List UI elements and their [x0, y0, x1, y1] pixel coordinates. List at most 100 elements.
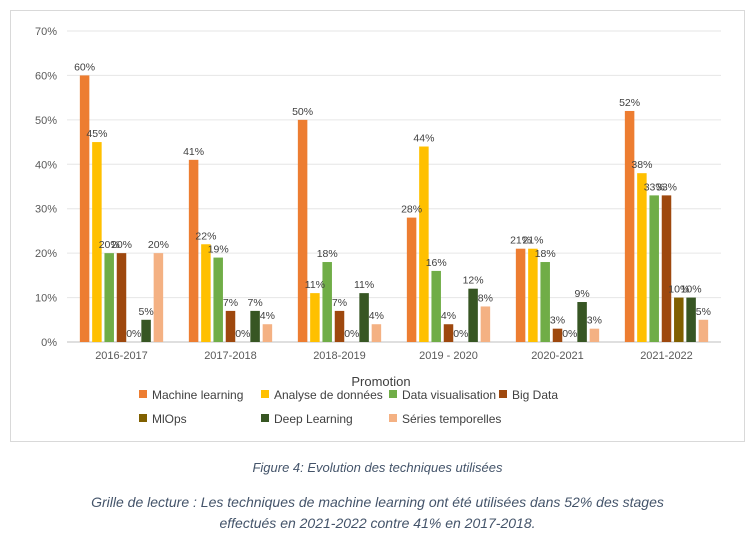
data-label: 0%: [126, 328, 141, 340]
data-label: 44%: [413, 133, 434, 145]
data-label: 21%: [522, 235, 543, 247]
data-label: 45%: [86, 128, 107, 140]
legend-swatch: [389, 390, 397, 398]
legend-swatch: [139, 390, 147, 398]
data-label: 33%: [644, 181, 665, 193]
bar: [371, 324, 382, 342]
bar: [552, 328, 563, 342]
data-label: 4%: [260, 310, 275, 322]
grid-lines: [67, 30, 721, 343]
legend-swatch: [389, 414, 397, 422]
reading-guide-line-2: effectués en 2021-2022 contre 41% en 201…: [219, 515, 536, 531]
data-label: 0%: [344, 328, 359, 340]
legend-label: Machine learning: [152, 388, 243, 402]
x-tick-label: 2020-2021: [531, 350, 584, 362]
data-label: 16%: [426, 257, 447, 269]
x-tick-label: 2016-2017: [95, 350, 148, 362]
data-label: 20%: [111, 239, 132, 251]
data-label: 52%: [619, 97, 640, 109]
bar: [116, 253, 127, 342]
axes: 0% 10% 20% 30% 40% 50% 60% 70% 2016-2017 2017-201…: [35, 26, 693, 362]
data-label: 3%: [587, 315, 602, 327]
bar: [419, 146, 429, 342]
data-labels: 60%45%20%20%0%5%20%41%22%19%7%0%7%4%50%1…: [74, 61, 711, 340]
data-label: 7%: [332, 297, 347, 309]
data-label: 5%: [696, 306, 711, 318]
bar: [225, 310, 236, 342]
bar: [649, 195, 659, 342]
bar: [468, 288, 478, 342]
data-label: 50%: [292, 106, 313, 118]
data-label: 3%: [550, 315, 565, 327]
data-label: 10%: [681, 284, 702, 296]
legend-swatch: [261, 414, 269, 422]
x-tick-label: 2017-2018: [204, 350, 257, 362]
bar: [624, 110, 635, 342]
data-label: 0%: [235, 328, 250, 340]
bar: [515, 248, 526, 342]
bar: [250, 310, 260, 342]
bar: [674, 297, 684, 342]
data-label: 60%: [74, 61, 95, 73]
bar: [79, 75, 90, 342]
data-label: 20%: [148, 239, 169, 251]
bar-chart: 60%45%20%20%0%5%20%41%22%19%7%0%7%4%50%1…: [35, 26, 721, 426]
y-tick-label: 70%: [35, 26, 57, 38]
bar: [104, 253, 114, 342]
chart-container: 60% 45% 20% 20% 0% 5% 20% 41% 22% 19% 7% 0% 7% 4% 50% 1…: [10, 10, 745, 442]
data-label: 10%: [668, 284, 689, 296]
data-label: 11%: [305, 279, 325, 291]
legend: Machine learning Analyse de données Data v…: [139, 388, 558, 426]
data-label: 11%: [354, 279, 374, 291]
legend-label: Big Data: [512, 388, 558, 402]
legend-swatch: [139, 414, 147, 422]
bar: [92, 142, 102, 342]
bar: [141, 319, 151, 342]
y-tick-label: 40%: [35, 159, 57, 171]
data-label: 21%: [510, 235, 531, 247]
x-axis-title: Promotion: [351, 374, 410, 389]
x-tick-label: 2019 - 2020: [419, 350, 478, 362]
bar: [406, 217, 417, 342]
legend-swatch: [499, 390, 507, 398]
bar: [334, 310, 345, 342]
data-label: 20%: [99, 239, 120, 251]
bar: [540, 262, 550, 342]
data-label: 7%: [248, 297, 263, 309]
y-tick-label: 20%: [35, 248, 57, 260]
bar: [443, 324, 454, 342]
data-label: 18%: [535, 248, 556, 260]
y-tick-label: 50%: [35, 115, 57, 127]
bar: [322, 262, 332, 342]
legend-label: Séries temporelles: [402, 412, 501, 426]
data-label: 18%: [317, 248, 338, 260]
bar: [686, 297, 696, 342]
bar: [528, 248, 538, 342]
bar: [201, 244, 211, 342]
legend-label: Deep Learning: [274, 412, 353, 426]
data-label: 4%: [441, 310, 456, 322]
figure-caption: Figure 4: Evolution des techniques utili…: [252, 460, 503, 475]
data-label: 4%: [369, 310, 384, 322]
data-label: 7%: [223, 297, 238, 309]
bar: [661, 195, 672, 342]
y-tick-label: 60%: [35, 70, 57, 82]
y-tick-label: 10%: [35, 293, 57, 305]
legend-label: MlOps: [152, 412, 187, 426]
data-label: 0%: [562, 328, 577, 340]
bars: [79, 75, 709, 342]
bar: [431, 270, 441, 342]
data-label: 8%: [478, 292, 493, 304]
bar: [153, 253, 164, 342]
data-label: 33%: [656, 181, 677, 193]
x-tick-label: 2018-2019: [313, 350, 366, 362]
legend-label: Analyse de données: [274, 388, 383, 402]
y-tick-label: 0%: [41, 337, 57, 349]
data-label: 9%: [575, 288, 590, 300]
data-label: 12%: [463, 275, 484, 287]
bar: [589, 328, 600, 342]
bar: [297, 119, 308, 342]
bar: [188, 159, 199, 342]
bar: [310, 293, 320, 342]
data-label: 5%: [139, 306, 154, 318]
